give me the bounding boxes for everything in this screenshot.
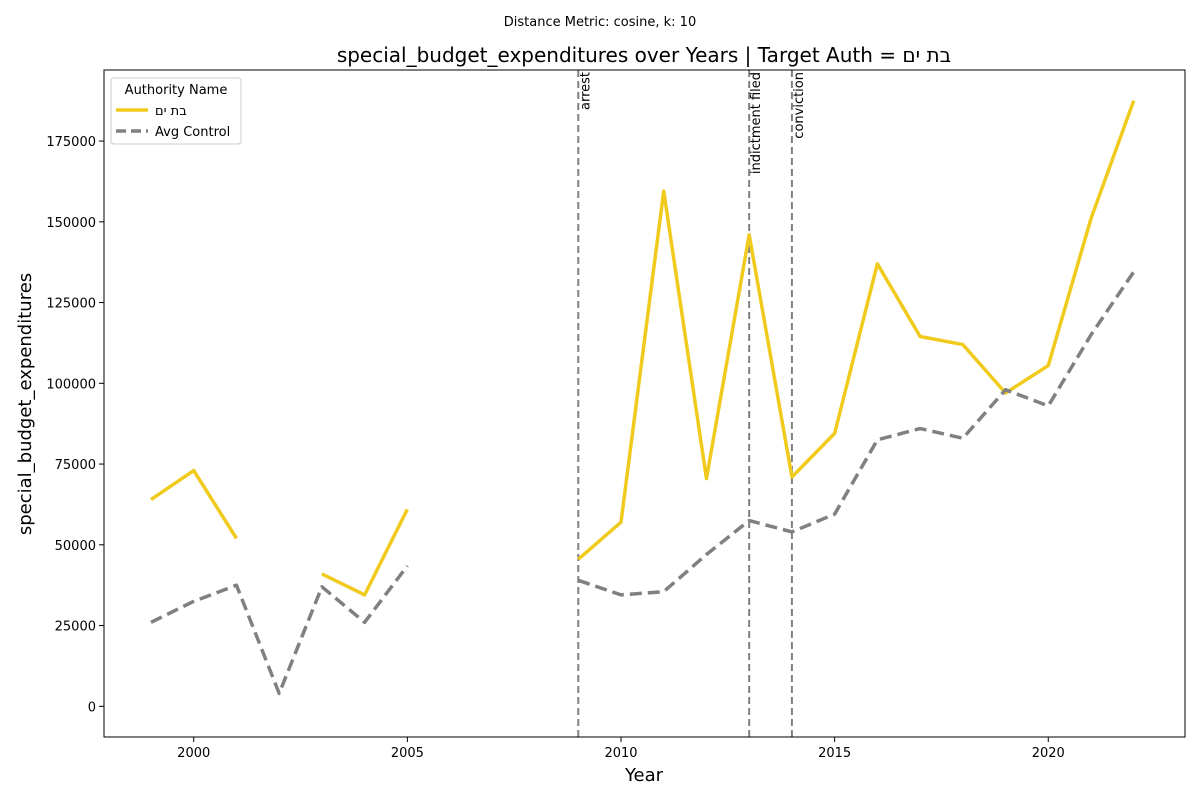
series-line-target bbox=[321, 508, 409, 597]
legend-label-target: בת ים bbox=[155, 104, 187, 119]
legend: Authority Name בת ים Avg Control bbox=[110, 77, 242, 145]
y-tick-label: 175000 bbox=[46, 135, 96, 150]
plot-area: 2000 2005 2010 2015 2020 0 25000 50000 75000 1000… bbox=[46, 70, 1136, 761]
series-line-target bbox=[577, 100, 1136, 561]
x-axis-label: Year bbox=[624, 765, 664, 786]
legend-title: Authority Name bbox=[125, 83, 228, 98]
y-tick-label: 50000 bbox=[55, 539, 96, 554]
event-label: conviction bbox=[792, 72, 807, 139]
x-tick-label: 2000 bbox=[177, 746, 210, 761]
legend-label-control: Avg Control bbox=[155, 125, 230, 140]
y-tick-label: 125000 bbox=[46, 297, 96, 312]
legend-box bbox=[110, 77, 242, 145]
suptitle: Distance Metric: cosine, k: 10 bbox=[504, 15, 696, 30]
y-tick-label: 150000 bbox=[46, 216, 96, 231]
chart-title: special_budget_expenditures over Years |… bbox=[337, 43, 951, 67]
series-line-control bbox=[150, 564, 409, 696]
x-tick-label: 2005 bbox=[391, 746, 424, 761]
x-tick-label: 2010 bbox=[604, 746, 637, 761]
y-tick-label: 100000 bbox=[46, 377, 96, 392]
series-line-control bbox=[577, 270, 1136, 597]
y-axis-label: special_budget_expenditures bbox=[15, 273, 36, 535]
event-label: indictment filed bbox=[749, 72, 764, 174]
y-tick-label: 75000 bbox=[55, 458, 96, 473]
event-label: arrest bbox=[578, 72, 593, 110]
series-line-target bbox=[150, 468, 238, 540]
y-tick-label: 25000 bbox=[55, 620, 96, 635]
x-tick-label: 2015 bbox=[818, 746, 851, 761]
plot-frame bbox=[103, 69, 1186, 738]
x-tick-label: 2020 bbox=[1032, 746, 1065, 761]
y-tick-label: 0 bbox=[88, 700, 96, 715]
